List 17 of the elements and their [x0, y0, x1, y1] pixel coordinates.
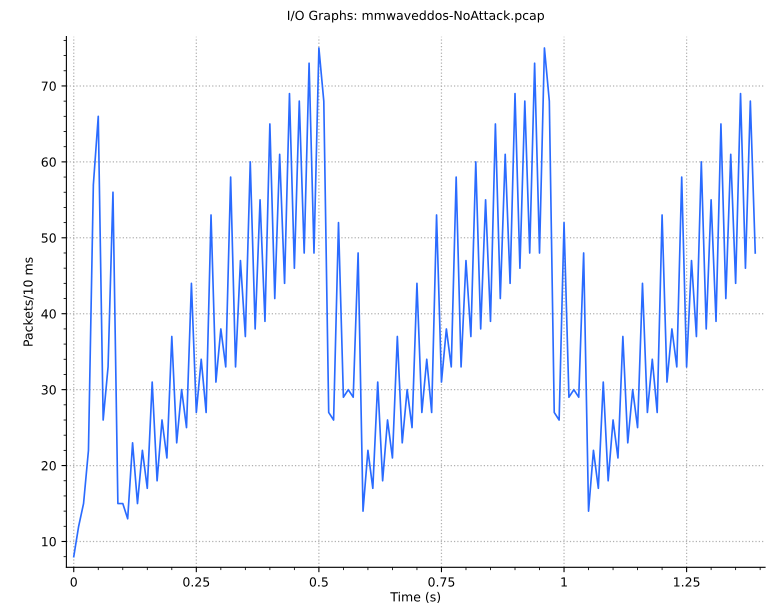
x-tick-label: 0 [70, 577, 77, 587]
chart-title: I/O Graphs: mmwaveddos-NoAttack.pcap [288, 10, 544, 23]
y-tick-label: 70 [42, 81, 56, 91]
x-tick-label: 1.25 [674, 577, 700, 587]
x-tick-label: 0.5 [310, 577, 328, 587]
y-axis-title: Packets/10 ms [23, 257, 34, 346]
y-tick-label: 10 [42, 536, 56, 546]
line-series [72, 47, 756, 558]
y-tick-label: 20 [42, 461, 56, 470]
y-tick-label: 40 [41, 309, 56, 319]
y-tick-label: 30 [42, 385, 56, 395]
x-axis-title: Time (s) [390, 592, 440, 604]
y-tick-label: 60 [42, 157, 56, 167]
x-tick-label: 1 [561, 577, 567, 587]
x-tick-label: 0.75 [428, 577, 454, 587]
y-tick-label: 50 [42, 233, 56, 243]
x-tick-label: 0.25 [183, 577, 210, 587]
